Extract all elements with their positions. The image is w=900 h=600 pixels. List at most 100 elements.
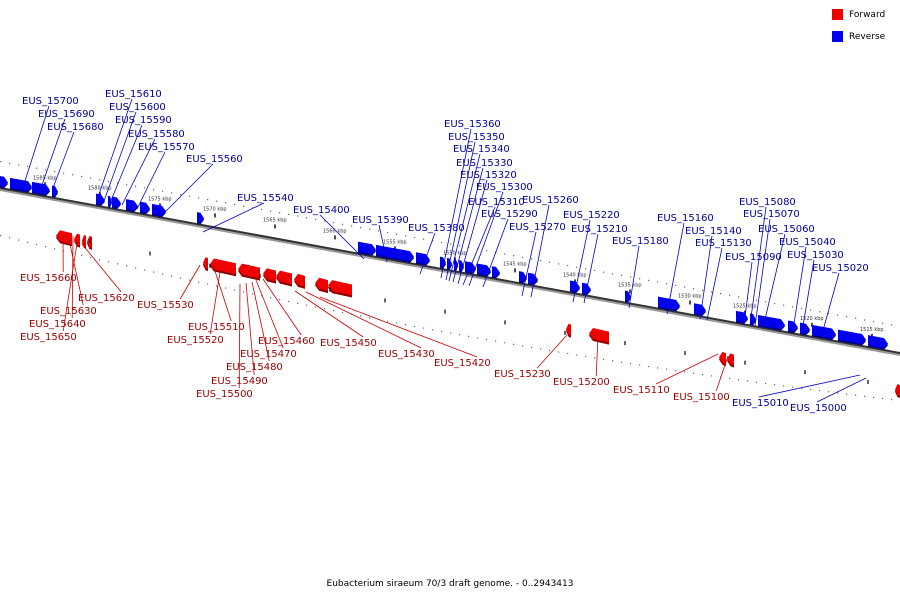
reverse-leader (521, 231, 537, 297)
reverse-gene-label: EUS_15300 (476, 182, 533, 193)
reverse-gene-label: EUS_15350 (448, 132, 505, 143)
forward-gene (727, 353, 734, 366)
track-dot (396, 322, 398, 324)
track-dot (99, 259, 101, 261)
track-dot (441, 241, 443, 244)
forward-gene (276, 270, 292, 285)
track-dot (891, 324, 893, 326)
reverse-gene (788, 320, 798, 332)
track-dot (36, 243, 38, 246)
forward-gene (210, 258, 236, 275)
track-dot (468, 335, 470, 337)
track-dot (81, 254, 83, 256)
forward-leader (245, 282, 255, 376)
reverse-gene (10, 177, 32, 192)
track-dot (18, 239, 20, 241)
reverse-gene (140, 201, 150, 213)
reverse-gene (52, 185, 58, 197)
track-dot (450, 332, 452, 334)
track-dot (9, 162, 11, 164)
reverse-gene-label: EUS_15540 (237, 193, 294, 204)
track-dot (855, 394, 857, 396)
track-dot (162, 190, 164, 192)
reverse-leader (457, 179, 488, 285)
track-dot (513, 343, 515, 345)
track-dot (477, 337, 479, 339)
track-dot (0, 235, 2, 237)
track-dot (837, 314, 839, 316)
reverse-gene-label: EUS_15590 (115, 115, 172, 126)
reverse-leader (121, 138, 156, 206)
track-dot (108, 261, 110, 263)
track-dot (306, 217, 308, 219)
reverse-gene-label: EUS_15400 (293, 205, 350, 216)
forward-leader (255, 279, 284, 349)
reverse-gene (112, 196, 121, 208)
track-dot (315, 218, 317, 220)
forward-leader (305, 291, 422, 349)
forward-gene (74, 233, 80, 246)
track-dot (27, 165, 29, 168)
reverse-leader (572, 219, 591, 303)
reverse-gene-label: EUS_15000 (790, 403, 847, 414)
track-dot (216, 285, 218, 287)
reverse-leader (440, 128, 472, 279)
reverse-leader (530, 204, 550, 298)
backbone-shadow (0, 188, 900, 356)
track-dot (657, 367, 659, 369)
forward-gene (589, 327, 609, 343)
track-dot (360, 227, 362, 229)
track-dot (549, 349, 551, 352)
track-dot (153, 189, 155, 191)
track-dot (693, 288, 695, 290)
track-dot (756, 381, 758, 383)
track-dot (855, 317, 857, 319)
track-dot (36, 167, 38, 169)
track-dot (198, 281, 200, 283)
scale-label: 1570 kbp (203, 206, 227, 212)
forward-gene (82, 235, 86, 247)
track-dot (504, 342, 506, 344)
track-dot (54, 170, 56, 173)
reverse-leader (96, 98, 133, 201)
track-dot (558, 263, 560, 265)
track-dot (180, 194, 182, 196)
track-dot (9, 237, 11, 239)
forward-leader (179, 264, 201, 300)
track-dot (432, 329, 434, 331)
reverse-gene-label: EUS_15030 (787, 250, 844, 261)
track-dot (333, 222, 335, 224)
reverse-gene-label: EUS_15040 (779, 237, 836, 248)
track-dot (234, 203, 236, 206)
track-dot (819, 390, 821, 392)
reverse-leader (23, 105, 50, 185)
track-dot (594, 269, 596, 272)
reverse-gene-label: EUS_15560 (186, 154, 243, 165)
track-dot (639, 278, 641, 280)
track-dot (567, 264, 569, 267)
track-dot (684, 371, 686, 373)
track-dot (0, 161, 2, 163)
reverse-gene-label: EUS_15160 (657, 213, 714, 224)
track-dot (351, 225, 353, 227)
track-dot (18, 164, 20, 166)
reverse-gene (197, 212, 204, 223)
track-dot (90, 177, 92, 179)
scale-label: 1580 kbp (88, 185, 112, 191)
reverse-gene (477, 263, 491, 276)
track-dot (882, 397, 884, 400)
forward-leader (294, 290, 364, 338)
track-dot (792, 306, 794, 308)
track-dot (126, 184, 128, 186)
reverse-gene-label: EUS_15610 (105, 89, 162, 100)
track-dot (846, 316, 848, 318)
forward-leader (67, 234, 84, 306)
track-dot (54, 248, 56, 250)
track-dot (864, 319, 866, 321)
reverse-leader (462, 206, 496, 286)
track-dot (423, 327, 425, 329)
track-dot (315, 306, 317, 308)
track-dot (792, 386, 794, 388)
track-dot (99, 179, 101, 181)
forward-gene (566, 323, 571, 336)
